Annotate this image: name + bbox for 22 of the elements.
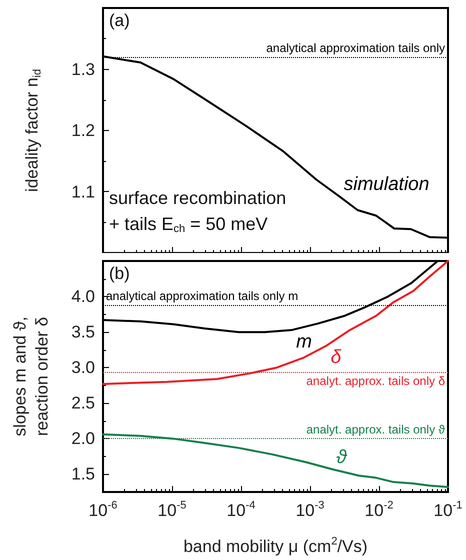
y-tick-label: 2.5 (71, 394, 95, 413)
y-tick-label: 1.2 (71, 121, 95, 140)
ref-line-label: analyt. approx. tails only δ (306, 374, 446, 388)
y-tick-label: 2.0 (71, 429, 95, 448)
y-axis-title: ideality factor nid (22, 69, 44, 192)
series-label: ϑ (336, 446, 348, 468)
y-tick-label: 3.0 (71, 358, 95, 378)
annotation: (a) (109, 11, 130, 30)
y-tick-label: 1.3 (71, 60, 95, 79)
annotation: surface recombination (109, 188, 286, 208)
y-tick-label: 1.5 (71, 464, 95, 484)
y-tick-label: 4.0 (71, 287, 95, 306)
y-tick-label: 1.1 (71, 182, 95, 202)
ref-line-label: analyt. approx. tails only ϑ (306, 422, 446, 437)
ref-line-label: analytical approximation tails only m (106, 289, 298, 304)
ref-line-label: analytical approximation tails only (266, 41, 445, 55)
y-axis-title: slopes m and ϑ, reaction order δ (10, 316, 52, 436)
series-label: δ (330, 347, 342, 368)
series-label: simulation (344, 174, 430, 196)
series-label: m (296, 331, 312, 352)
y-tick-label: 3.5 (71, 322, 95, 342)
annotation: (b) (109, 264, 130, 283)
